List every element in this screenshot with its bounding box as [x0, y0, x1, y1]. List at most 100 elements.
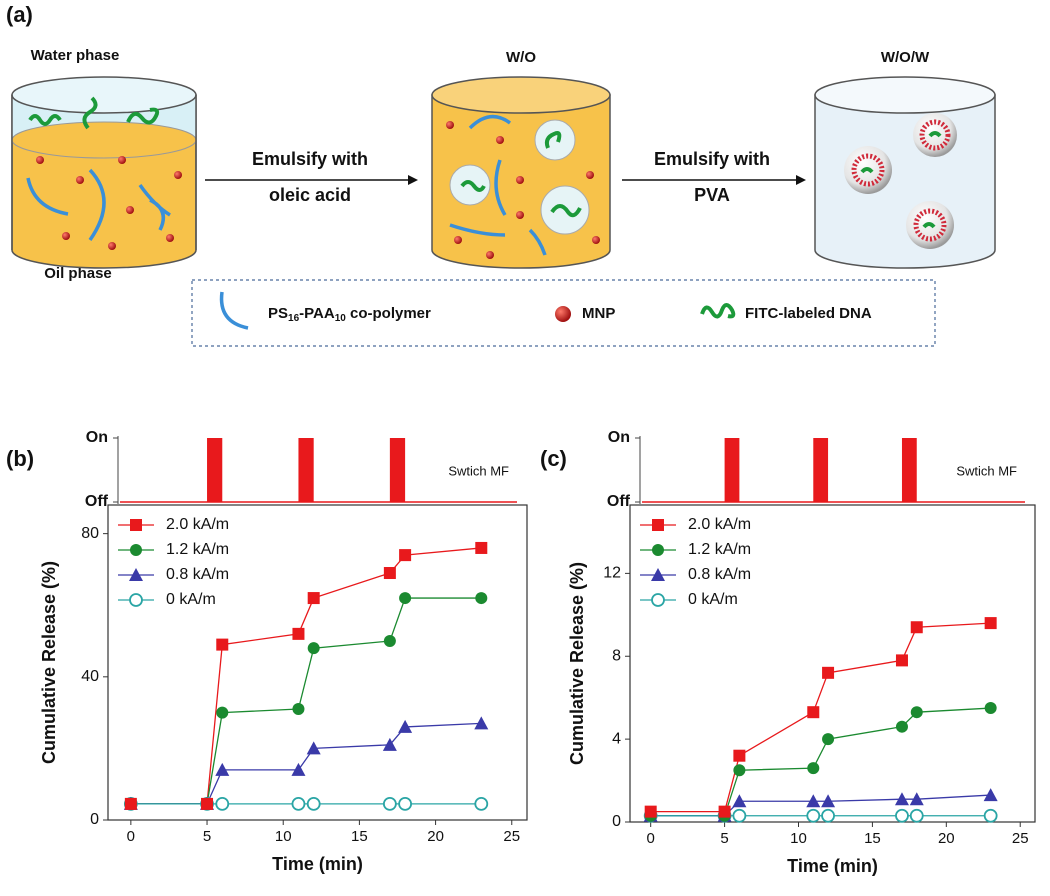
legend-marker — [651, 568, 665, 581]
marker — [895, 654, 908, 667]
marker — [292, 627, 305, 640]
marker — [124, 797, 137, 810]
x-tick-label: 10 — [790, 830, 807, 847]
marker — [807, 762, 820, 775]
marker — [732, 794, 747, 808]
marker — [306, 796, 321, 811]
y-tick-label: 4 — [612, 730, 621, 747]
legend-marker — [130, 519, 142, 531]
legend-text-part: PS — [268, 305, 288, 322]
marker — [895, 720, 908, 733]
marker — [201, 797, 214, 810]
y-tick-label: 0 — [90, 811, 99, 828]
legend-label: 0.8 kA/m — [688, 566, 751, 583]
marker — [306, 741, 321, 755]
marker — [382, 737, 397, 751]
y-tick-label: 8 — [612, 647, 621, 664]
arrow-label: Emulsify with — [252, 149, 368, 169]
legend-label: 0.8 kA/m — [166, 566, 229, 583]
legend-marker — [651, 593, 665, 607]
cylinder-w-o-w — [814, 76, 996, 269]
y-tick-label: 80 — [81, 525, 99, 542]
marker — [383, 635, 396, 648]
switch-pulse — [298, 438, 314, 502]
marker — [398, 719, 413, 733]
x-axis-title: Time (min) — [272, 854, 363, 874]
switch-label: Swtich MF — [448, 463, 509, 478]
legend-label: 1.2 kA/m — [166, 541, 229, 558]
marker — [984, 617, 997, 630]
x-tick-label: 15 — [351, 828, 368, 845]
stage-label: Water phase — [31, 47, 120, 64]
marker — [821, 808, 835, 823]
marker — [733, 749, 746, 762]
plot-frame — [107, 504, 528, 821]
marker — [821, 794, 836, 808]
legend-box — [191, 279, 936, 347]
marker — [307, 592, 320, 605]
marker — [894, 792, 909, 806]
marker — [732, 808, 747, 823]
marker — [215, 762, 230, 776]
arrowhead — [408, 175, 418, 185]
marker — [733, 764, 746, 777]
legend-icon — [219, 291, 249, 330]
marker — [644, 805, 657, 818]
legend-label: 1.2 kA/m — [688, 541, 751, 558]
marker — [806, 808, 821, 823]
x-tick-label: 15 — [864, 830, 881, 847]
series-line — [650, 622, 991, 813]
legend-label: 0 kA/m — [688, 591, 738, 608]
x-tick-label: 25 — [503, 828, 520, 845]
switch-pulse — [389, 438, 406, 502]
legend-marker — [130, 544, 142, 556]
panel-label: (c) — [540, 446, 567, 471]
stage-label: Oil phase — [44, 265, 112, 282]
series-line — [130, 597, 482, 805]
legend-icon — [555, 306, 571, 322]
marker — [474, 796, 489, 811]
x-tick-label: 0 — [647, 830, 655, 847]
x-tick-label: 25 — [1012, 830, 1029, 847]
marker — [984, 702, 997, 715]
legend-text-sub: 10 — [335, 313, 347, 324]
stage-label: W/O/W — [881, 49, 930, 66]
marker — [398, 796, 413, 811]
marker — [292, 703, 305, 716]
marker — [291, 762, 306, 776]
switch-tick-label: On — [608, 429, 630, 446]
legend-text-part: co-polymer — [346, 305, 431, 322]
legend-icon — [700, 303, 736, 319]
marker — [909, 792, 924, 806]
marker — [983, 788, 998, 802]
marker — [291, 796, 306, 811]
x-tick-label: 20 — [938, 830, 955, 847]
y-tick-label: 0 — [612, 813, 621, 830]
marker — [806, 794, 821, 808]
arrow-label: oleic acid — [269, 185, 351, 205]
marker — [474, 716, 489, 730]
y-axis-title: Cumulative Release (%) — [39, 561, 59, 764]
series-line — [650, 707, 991, 817]
arrow-label: PVA — [694, 185, 730, 205]
legend-label: 2.0 kA/m — [166, 516, 229, 533]
marker — [807, 706, 820, 719]
marker — [307, 642, 320, 655]
x-axis-title: Time (min) — [787, 856, 878, 876]
switch-tick-label: Off — [85, 493, 109, 510]
legend-marker — [129, 593, 143, 607]
marker — [475, 592, 488, 605]
switch-tick-label: On — [86, 429, 108, 446]
legend-text-sub: 16 — [288, 313, 300, 324]
arrow-label: Emulsify with — [654, 149, 770, 169]
legend-text: MNP — [582, 305, 615, 322]
plot-frame — [629, 504, 1036, 823]
legend-text: PS16-PAA10 co-polymer — [268, 305, 431, 324]
switch-pulse — [813, 438, 829, 502]
cylinder-w-o — [431, 76, 611, 269]
y-tick-label: 12 — [603, 565, 621, 582]
x-tick-label: 20 — [427, 828, 444, 845]
marker — [215, 796, 230, 811]
marker — [399, 592, 412, 605]
